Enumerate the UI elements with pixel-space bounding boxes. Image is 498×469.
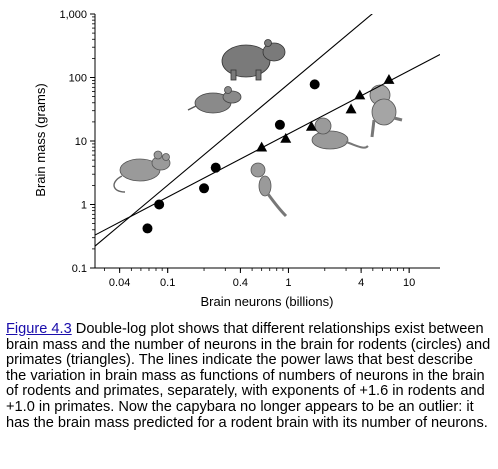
primate-point-1 bbox=[256, 141, 268, 152]
rodent-point-3 bbox=[199, 183, 210, 194]
y-tick-label-1: 0.1 bbox=[72, 263, 87, 275]
primate-point-2 bbox=[280, 132, 292, 143]
y-tick-label-3: 10 bbox=[75, 136, 87, 148]
x-tick-label-3: 0.4 bbox=[233, 277, 248, 289]
rodent-point-6 bbox=[309, 79, 320, 90]
figure-link[interactable]: Figure 4.3 bbox=[6, 321, 72, 337]
primate-point-5 bbox=[354, 89, 366, 100]
x-tick-label-1: 0.04 bbox=[109, 277, 130, 289]
primate-point-6 bbox=[383, 74, 395, 84]
rat-icon bbox=[187, 86, 242, 114]
rodent-point-2 bbox=[154, 199, 165, 210]
x-tick-label-5: 4 bbox=[358, 277, 364, 289]
marmoset-icon bbox=[250, 162, 288, 218]
monkey-icon bbox=[311, 117, 369, 150]
mouse-icon bbox=[113, 150, 171, 193]
y-axis-title: Brain mass (grams) bbox=[33, 83, 48, 196]
capybara-icon bbox=[221, 39, 286, 81]
y-tick-label-4: 100 bbox=[69, 73, 87, 85]
caption-text: Double-log plot shows that different rel… bbox=[6, 321, 491, 431]
x-tick-label-4: 1 bbox=[285, 277, 291, 289]
x-tick-label-6: 10 bbox=[403, 277, 415, 289]
y-tick-label-2: 1 bbox=[81, 200, 87, 212]
x-axis-title: Brain neurons (billions) bbox=[201, 294, 334, 309]
rodent-point-1 bbox=[142, 223, 153, 234]
rodent-point-5 bbox=[274, 119, 285, 130]
macaque-icon bbox=[369, 84, 403, 138]
fit-line-2 bbox=[95, 54, 440, 236]
fit-line-1 bbox=[95, 14, 373, 247]
y-tick-label-5: 1,000 bbox=[59, 9, 87, 21]
figure-caption: Figure 4.3 Double-log plot shows that di… bbox=[6, 321, 494, 431]
rodent-point-4 bbox=[210, 162, 221, 173]
x-tick-label-2: 0.1 bbox=[160, 277, 175, 289]
brain-neurons-chart: 0.04 0.1 0.4 1 4 10 0.1 1 10 100 1,000 Brain neuro… bbox=[33, 9, 440, 309]
primate-point-3 bbox=[305, 120, 317, 131]
primate-point-4 bbox=[345, 103, 357, 114]
